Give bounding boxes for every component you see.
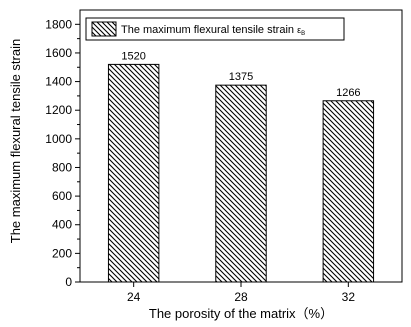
y-tick-label: 1400: [45, 75, 72, 89]
y-tick-label: 0: [65, 275, 72, 289]
y-tick-label: 800: [52, 160, 72, 174]
bar: [322, 100, 375, 283]
bar-value-label: 1266: [336, 87, 360, 99]
y-tick-label: 1000: [45, 132, 72, 146]
x-tick-label: 32: [342, 290, 356, 304]
bar-value-label: 1520: [121, 50, 145, 62]
y-tick-label: 1800: [45, 17, 72, 31]
bar: [107, 63, 160, 283]
legend-swatch: [91, 21, 117, 37]
y-axis-title: The maximum flexural tensile strain: [8, 39, 23, 243]
legend-label: The maximum flexural tensile strain εB: [121, 24, 305, 37]
y-tick-label: 1600: [45, 46, 72, 60]
x-tick-label: 24: [127, 290, 141, 304]
legend-box: [85, 17, 345, 41]
bar: [215, 84, 267, 283]
x-tick-label: 28: [234, 290, 248, 304]
y-tick-label: 600: [52, 189, 72, 203]
y-tick-label: 200: [52, 246, 72, 260]
bar-value-label: 1375: [229, 71, 253, 83]
y-tick-label: 1200: [45, 103, 72, 117]
y-tick-label: 400: [52, 218, 72, 232]
x-axis-title: The porosity of the matrix（%）: [149, 306, 333, 321]
